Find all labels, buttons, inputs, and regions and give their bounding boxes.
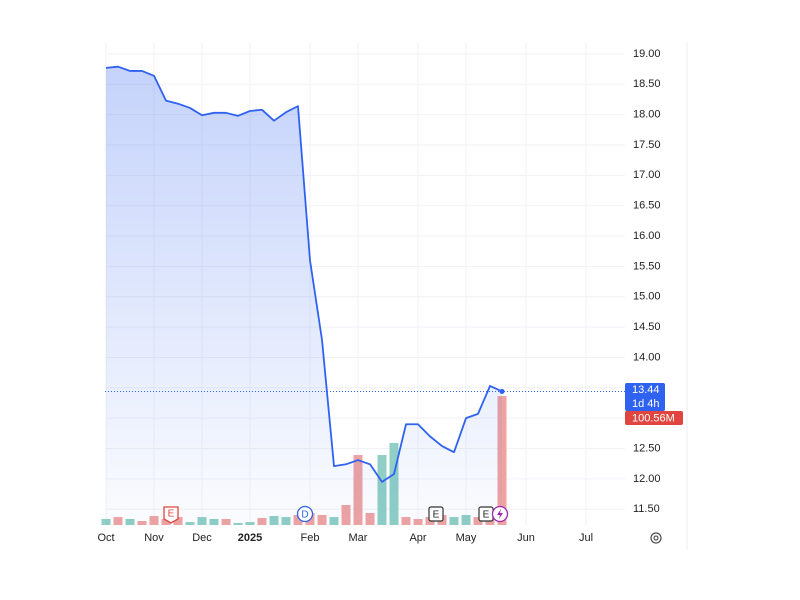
y-tick-label: 17.50 bbox=[633, 139, 661, 151]
price-line bbox=[105, 65, 503, 483]
x-tick-label: Feb bbox=[301, 532, 320, 544]
y-tick-label: 12.00 bbox=[633, 473, 661, 485]
event-label: E bbox=[168, 509, 175, 520]
price-tag bbox=[625, 383, 665, 411]
x-tick-label: Jul bbox=[579, 532, 593, 544]
dividend-marker[interactable] bbox=[296, 505, 314, 523]
y-tick-label: 16.00 bbox=[633, 230, 661, 242]
x-tick-label: Jun bbox=[517, 532, 535, 544]
y-tick-label: 17.00 bbox=[633, 169, 661, 181]
x-tick-label: Mar bbox=[349, 532, 368, 544]
countdown-label: 1d 4h bbox=[632, 398, 660, 410]
y-tick-label: 15.00 bbox=[633, 291, 661, 303]
y-tick-label: 15.50 bbox=[633, 260, 661, 272]
lightning-icon bbox=[497, 509, 503, 519]
x-tick-label: 2025 bbox=[238, 532, 262, 544]
price-tag-label: 13.44 bbox=[632, 384, 660, 396]
x-tick-label: Dec bbox=[192, 532, 212, 544]
earnings-marker[interactable] bbox=[163, 506, 179, 524]
y-tick-label: 12.50 bbox=[633, 442, 661, 454]
y-tick-label: 18.50 bbox=[633, 78, 661, 90]
volume-tag bbox=[625, 411, 683, 425]
y-tick-label: 11.50 bbox=[633, 503, 660, 515]
x-tick-label: May bbox=[456, 532, 477, 544]
event-markers: E D E E bbox=[163, 505, 509, 524]
y-tick-label: 18.00 bbox=[633, 109, 661, 121]
x-tick-label: Apr bbox=[409, 532, 426, 544]
y-tick-label: 16.50 bbox=[633, 200, 661, 212]
y-tick-label: 19.00 bbox=[633, 48, 661, 60]
event-label: E bbox=[433, 510, 440, 521]
x-tick-label: Nov bbox=[144, 532, 164, 544]
event-label: D bbox=[301, 510, 308, 521]
volume-tag-label: 100.56M bbox=[632, 412, 675, 424]
price-area bbox=[106, 66, 502, 526]
y-tick-label: 14.50 bbox=[633, 321, 661, 333]
earnings-marker[interactable] bbox=[428, 506, 444, 522]
price-line bbox=[105, 65, 625, 526]
y-tick-label: 14.00 bbox=[633, 351, 661, 363]
settings-button[interactable] bbox=[650, 532, 662, 544]
last-price-dot bbox=[499, 388, 505, 394]
event-label: E bbox=[483, 510, 490, 521]
x-tick-label: Oct bbox=[97, 532, 114, 544]
